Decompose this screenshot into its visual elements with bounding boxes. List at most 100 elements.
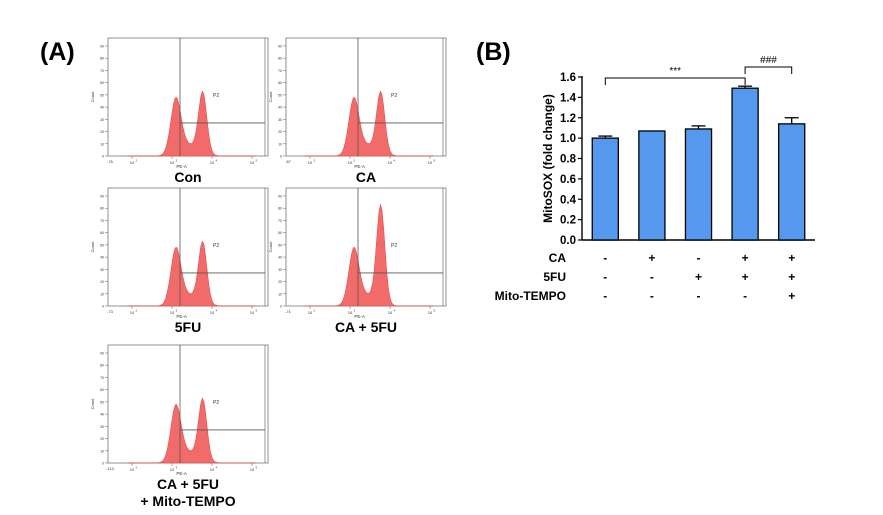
caption-line: CA — [355, 169, 377, 185]
y-tick-label: 1.2 — [560, 113, 576, 125]
y-tick-label: 90 — [278, 195, 282, 199]
condition-mark: + — [788, 251, 795, 265]
x-tick-label: 10 — [130, 310, 135, 315]
y-tick-label: 30 — [278, 118, 282, 122]
condition-mark: - — [697, 251, 701, 265]
condition-mark: + — [695, 270, 702, 284]
x-tick-label: 10 — [388, 310, 393, 315]
bar-4 — [731, 87, 759, 241]
y-tick-label: 10 — [278, 142, 282, 146]
bar-5 — [778, 123, 806, 241]
y-tick-label: 10 — [100, 449, 104, 453]
condition-mark: - — [650, 270, 654, 284]
x-tick-exponent: 2 — [136, 466, 138, 470]
y-axis-label: Count — [90, 398, 95, 410]
y-tick-label: 0.0 — [560, 235, 576, 247]
y-axis-label: Count — [90, 91, 95, 103]
caption-line: CA + 5FU — [334, 319, 398, 335]
y-tick-label: 40 — [278, 256, 282, 260]
y-tick-label: 60 — [100, 81, 104, 85]
y-tick-label: 1.4 — [560, 92, 577, 104]
x-tick-exponent: 3 — [176, 466, 178, 470]
condition-mark: - — [697, 289, 701, 303]
x-axis-label: PE-A — [354, 164, 365, 169]
y-tick-label: 0 — [102, 305, 104, 309]
x-tick-label: 10 — [250, 310, 255, 315]
x-tick-exponent: 5 — [256, 466, 258, 470]
y-tick-label: 60 — [100, 388, 104, 392]
y-tick-label: 70 — [100, 219, 104, 223]
y-tick-label: 0.4 — [560, 194, 577, 206]
x-tick-label: 10 — [130, 467, 135, 472]
y-axis-label: Count — [90, 241, 95, 253]
histogram-fill — [127, 240, 256, 307]
condition-mark: + — [788, 289, 795, 303]
x-tick-label: 10 — [170, 160, 175, 165]
y-tick-label: 0 — [280, 305, 282, 309]
gate-label: P2 — [213, 400, 219, 406]
condition-mark: + — [788, 270, 795, 284]
gate-label: P2 — [213, 93, 219, 99]
histogram-caption: CA + 5FU — [286, 319, 446, 336]
condition-label: CA — [549, 251, 567, 265]
y-tick-label: 50 — [278, 93, 282, 97]
x-tick-label: 10 — [170, 310, 175, 315]
x-tick-exponent: 4 — [216, 159, 218, 163]
caption-line: Con — [174, 169, 202, 185]
gate-label: P2 — [391, 93, 397, 99]
histogram-fill — [127, 397, 256, 464]
y-tick-label: 70 — [100, 69, 104, 73]
x-tick-exponent: 2 — [136, 159, 138, 163]
y-tick-label: 50 — [100, 243, 104, 247]
x-min-tick-label: -67 — [285, 159, 292, 164]
x-tick-exponent: 5 — [434, 309, 436, 313]
y-axis-label: Count — [268, 241, 273, 253]
x-axis-label: PE-A — [176, 314, 187, 319]
y-tick-label: 1.0 — [560, 133, 576, 145]
y-axis-label: Count — [268, 91, 273, 103]
x-tick-exponent: 4 — [216, 309, 218, 313]
y-tick-label: 60 — [278, 81, 282, 85]
condition-mark: + — [742, 251, 749, 265]
y-tick-label: 0 — [280, 155, 282, 159]
x-tick-exponent: 3 — [354, 309, 356, 313]
x-min-tick-label: -71 — [285, 309, 292, 314]
y-tick-label: 0.6 — [560, 174, 576, 186]
x-tick-exponent: 5 — [256, 309, 258, 313]
x-tick-label: 10 — [308, 310, 313, 315]
x-tick-exponent: 3 — [176, 309, 178, 313]
x-min-tick-label: -73 — [107, 309, 114, 314]
condition-mark: - — [603, 270, 607, 284]
x-tick-exponent: 5 — [256, 159, 258, 163]
y-tick-label: 0 — [102, 155, 104, 159]
histogram-caption: 5FU — [108, 319, 268, 336]
panel-b-label: (B) — [476, 38, 511, 66]
x-tick-label: 10 — [348, 310, 353, 315]
y-tick-label: 80 — [100, 364, 104, 368]
histogram-fill — [305, 204, 434, 307]
y-tick-label: 70 — [278, 219, 282, 223]
y-tick-label: 40 — [278, 106, 282, 110]
x-tick-label: 10 — [348, 160, 353, 165]
x-axis-label: PE-A — [354, 314, 365, 319]
bar-3 — [684, 128, 713, 241]
x-tick-exponent: 2 — [314, 159, 316, 163]
y-tick-label: 80 — [278, 57, 282, 61]
condition-mark: - — [743, 289, 747, 303]
y-axis-label: MitoSOX (fold change) — [541, 94, 555, 223]
x-tick-exponent: 4 — [394, 309, 396, 313]
significance-label: *** — [669, 66, 681, 77]
gate-label: P2 — [213, 243, 219, 249]
y-tick-label: 30 — [100, 268, 104, 272]
histogram-caption: CA — [286, 169, 446, 186]
y-tick-label: 0 — [102, 462, 104, 466]
y-tick-label: 40 — [100, 106, 104, 110]
y-tick-label: 30 — [100, 118, 104, 122]
y-tick-label: 0.8 — [560, 154, 577, 166]
caption-line: CA + 5FU — [156, 476, 220, 492]
y-tick-label: 20 — [100, 280, 104, 284]
x-tick-exponent: 4 — [216, 466, 218, 470]
